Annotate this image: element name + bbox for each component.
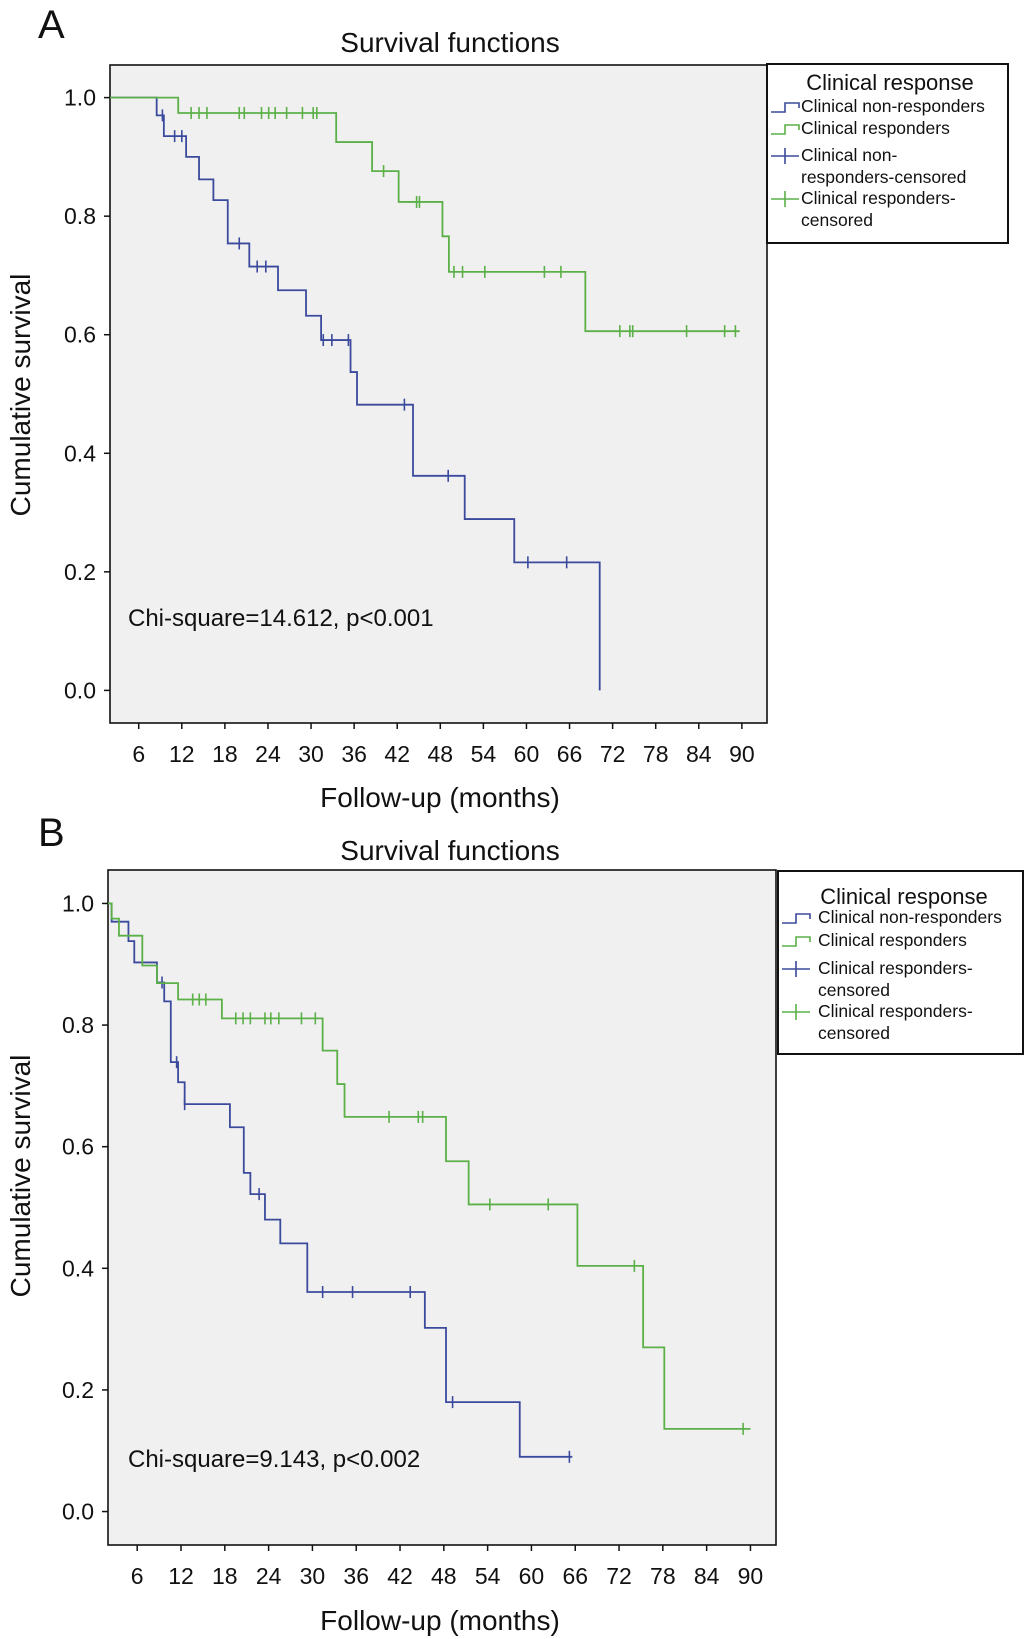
y-tick-label: 0.8 [64, 203, 96, 229]
survival-curve-responders [110, 96, 740, 333]
x-tick-label: 84 [686, 741, 712, 767]
x-tick-label: 72 [606, 1563, 632, 1589]
chart-title: Survival functions [340, 27, 559, 58]
plot-area [107, 869, 777, 1546]
x-axis-label: Follow-up (months) [320, 1605, 560, 1636]
legend-entry-label: Clinical responders- [818, 958, 973, 978]
x-tick-label: 78 [643, 741, 669, 767]
x-tick-label: 30 [300, 1563, 326, 1589]
x-tick-label: 60 [519, 1563, 545, 1589]
y-tick-label: 0.4 [62, 1255, 94, 1281]
legend-entry-label: Clinical responders- [801, 188, 956, 208]
x-tick-label: 78 [650, 1563, 676, 1589]
legend-step-swatch [771, 124, 800, 135]
x-tick-label: 6 [131, 1563, 144, 1589]
legend-step-swatch [782, 913, 811, 924]
x-tick-label: 90 [729, 741, 755, 767]
x-tick-label: 90 [738, 1563, 764, 1589]
y-tick-label: 0.0 [64, 677, 96, 703]
y-axis-label: Cumulative survival [5, 274, 36, 517]
x-tick-label: 24 [256, 1563, 282, 1589]
x-tick-label: 54 [475, 1563, 501, 1589]
x-axis-label: Follow-up (months) [320, 782, 560, 813]
x-tick-label: 36 [341, 741, 367, 767]
y-tick-label: 1.0 [62, 890, 94, 916]
legend-censor-swatch [782, 961, 810, 977]
legend-box [777, 870, 1024, 1055]
y-tick-label: 0.4 [64, 440, 96, 466]
legend-title: Clinical response [820, 884, 988, 909]
legend-box [766, 63, 1009, 244]
y-tick-label: 0.2 [62, 1377, 94, 1403]
chart-panel-a: A Survival functions 0.0 0.2 0.4 0.6 0.8 1.0 6 12… [5, 3, 1009, 813]
x-tick-label: 18 [212, 741, 238, 767]
plot-area [109, 64, 768, 724]
x-tick-label: 84 [694, 1563, 720, 1589]
x-tick-label: 12 [169, 741, 195, 767]
panel-label: B [38, 811, 65, 855]
chi-square-annotation: Chi-square=14.612, p<0.001 [128, 605, 434, 632]
x-tick-label: 54 [471, 741, 497, 767]
x-tick-label: 42 [384, 741, 410, 767]
legend-censor-swatch [771, 191, 799, 207]
x-tick-label: 30 [298, 741, 324, 767]
survival-curve-responders [108, 902, 751, 1430]
legend-entry-label: Clinical non-responders [818, 907, 1002, 927]
legend-censor-swatch [771, 148, 799, 164]
x-tick-label: 48 [431, 1563, 457, 1589]
legend-entry-label: Clinical responders [801, 118, 950, 138]
x-tick-label: 48 [427, 741, 453, 767]
legend-step-swatch [782, 936, 811, 947]
legend-entry-label: Clinical responders- [818, 1001, 973, 1021]
x-tick-label: 24 [255, 741, 281, 767]
y-tick-label: 0.6 [64, 322, 96, 348]
panel-label: A [38, 3, 65, 47]
y-axis-label: Cumulative survival [5, 1055, 36, 1298]
x-tick-label: 36 [343, 1563, 369, 1589]
y-tick-label: 1.0 [64, 85, 96, 111]
legend-censor-swatch [782, 1004, 810, 1020]
legend-entry-label: Clinical responders [818, 930, 967, 950]
y-tick-label: 0.8 [62, 1012, 94, 1038]
x-tick-label: 66 [557, 741, 583, 767]
x-tick-label: 6 [132, 741, 145, 767]
legend-entry-label: censored [801, 210, 873, 230]
legend-entry-label: censored [818, 1023, 890, 1043]
legend-entry-label: Clinical non-responders [801, 96, 985, 116]
legend-entry-label: responders-censored [801, 167, 966, 187]
y-tick-label: 0.0 [62, 1499, 94, 1525]
y-tick-label: 0.2 [64, 559, 96, 585]
x-tick-label: 12 [168, 1563, 194, 1589]
x-tick-label: 72 [600, 741, 626, 767]
legend-step-swatch [771, 102, 800, 113]
chart-panel-b: B Survival functions 0.0 0.2 0.4 0.6 0.8 1.0 6 12… [5, 811, 1024, 1636]
chart-title: Survival functions [340, 835, 559, 866]
x-tick-label: 60 [514, 741, 540, 767]
chi-square-annotation: Chi-square=9.143, p<0.002 [128, 1446, 420, 1473]
x-tick-label: 66 [562, 1563, 588, 1589]
legend-entry-label: censored [818, 980, 890, 1000]
x-tick-label: 42 [387, 1563, 413, 1589]
x-tick-label: 18 [212, 1563, 238, 1589]
survival-curve-non-responders [108, 902, 573, 1458]
legend-title: Clinical response [806, 70, 974, 95]
y-tick-label: 0.6 [62, 1134, 94, 1160]
legend-entry-label: Clinical non- [801, 145, 897, 165]
